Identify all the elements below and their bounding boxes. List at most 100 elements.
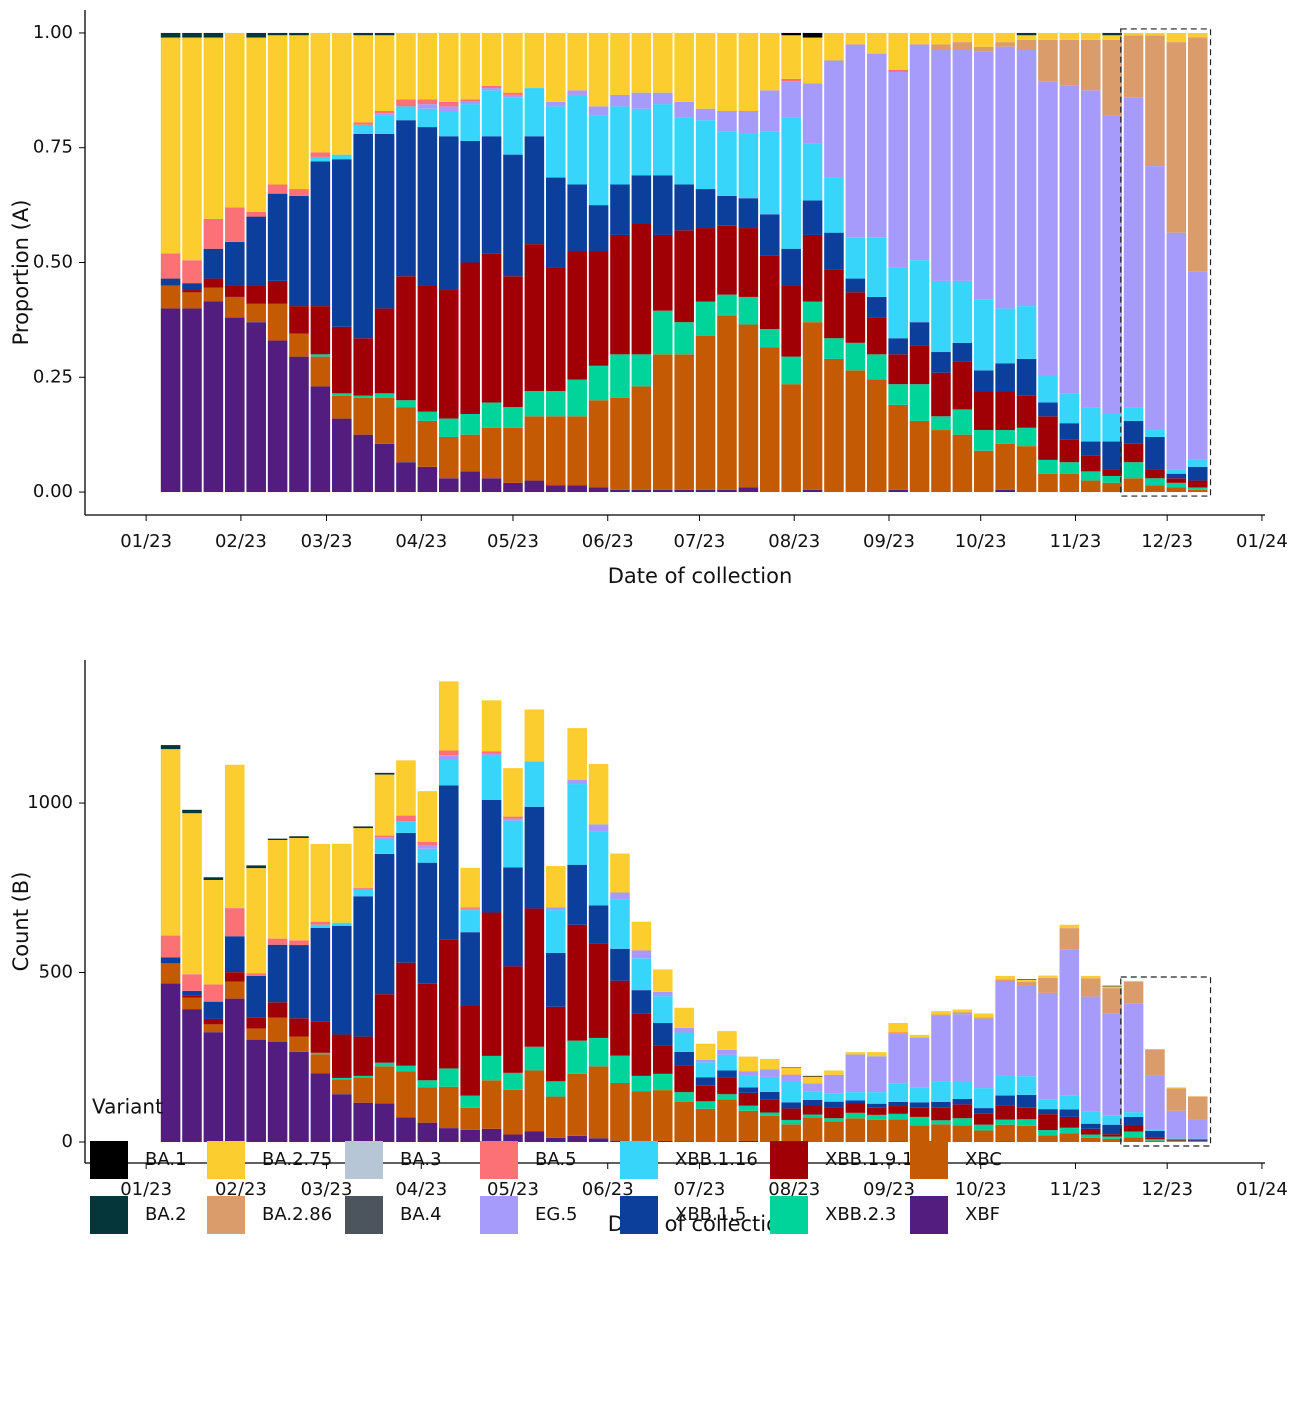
bar-segment	[739, 1057, 759, 1072]
bar-segment	[439, 290, 459, 419]
bar-segment	[546, 1097, 566, 1138]
bar-segment	[589, 205, 609, 251]
bar-segment	[353, 396, 373, 398]
bar-segment	[546, 1007, 566, 1082]
bar-segment	[1167, 33, 1187, 42]
legend-swatch	[345, 1196, 383, 1234]
bar-segment	[953, 361, 973, 409]
bar-segment	[760, 132, 780, 215]
bar-segment	[824, 33, 844, 61]
bar-segment	[1145, 1131, 1165, 1137]
bar-segment	[204, 279, 224, 288]
bar-segment	[289, 1052, 309, 1142]
bar-segment	[482, 1056, 502, 1080]
bar-segment	[375, 113, 395, 115]
bar-segment	[482, 33, 502, 86]
bar-segment	[760, 90, 780, 131]
bar-segment	[482, 751, 502, 753]
bar-segment	[931, 281, 951, 352]
bar-segment	[953, 1125, 973, 1142]
bar-segment	[225, 297, 245, 318]
bar-segment	[1124, 421, 1144, 444]
bar-segment	[396, 407, 416, 462]
bar-segment	[888, 70, 908, 72]
bar-segment	[246, 973, 266, 976]
bar-segment	[182, 991, 202, 996]
bar-segment	[1102, 986, 1122, 988]
bar-segment	[418, 842, 438, 845]
bar-segment	[567, 865, 587, 925]
bar-segment	[439, 106, 459, 111]
bar-segment	[225, 908, 245, 936]
bar-segment	[995, 42, 1015, 47]
bar-segment	[846, 33, 866, 44]
x-tick-label: 01/24	[1236, 531, 1288, 552]
bar-segment	[289, 1018, 309, 1036]
bar-segment	[632, 1091, 652, 1140]
bar-segment	[589, 400, 609, 487]
bar-segment	[246, 322, 266, 492]
bar-segment	[396, 821, 416, 833]
bar-segment	[418, 412, 438, 421]
bar-segment	[268, 35, 288, 184]
bar-segment	[546, 178, 566, 268]
x-tick-label: 12/23	[1141, 1179, 1193, 1200]
bar-segment	[1102, 33, 1122, 35]
bar-segment	[1167, 1088, 1187, 1110]
bar-segment	[311, 1053, 331, 1054]
bar-segment	[931, 1016, 951, 1082]
bar-segment	[418, 109, 438, 127]
bar-segment	[974, 1114, 994, 1125]
bar-segment	[867, 297, 887, 318]
bar-segment	[931, 1124, 951, 1142]
legend-swatch	[770, 1196, 808, 1234]
bar-segment	[888, 338, 908, 354]
bar-segment	[803, 1118, 823, 1142]
bar-segment	[846, 1052, 866, 1054]
bar-segment	[332, 396, 352, 419]
bar-segment	[781, 1067, 801, 1074]
bar-segment	[1188, 460, 1208, 467]
bar-segment	[803, 33, 823, 38]
bar-segment	[1124, 97, 1144, 407]
y-axis-title: Proportion (A)	[9, 200, 33, 346]
bar-segment	[375, 994, 395, 1062]
bar-segment	[396, 276, 416, 400]
bar-segment	[1060, 423, 1080, 439]
bar-segment	[910, 421, 930, 492]
legend-swatch	[480, 1196, 518, 1234]
x-tick-label: 08/23	[768, 531, 820, 552]
bar-segment	[1038, 1114, 1058, 1130]
bar-segment	[182, 283, 202, 290]
bar-segment	[418, 791, 438, 842]
bar-segment	[311, 306, 331, 354]
bar-segment	[974, 1108, 994, 1114]
bar-segment	[1167, 42, 1187, 233]
bar-segment	[1167, 1087, 1187, 1088]
x-tick-label: 01/23	[120, 531, 172, 552]
bar-segment	[332, 419, 352, 492]
legend-label: EG.5	[535, 1204, 578, 1225]
bar-segment	[995, 976, 1015, 979]
bar-segment	[846, 237, 866, 278]
bar-segment	[1017, 396, 1037, 428]
bar-segment	[589, 943, 609, 1038]
bar-segment	[1060, 1133, 1080, 1142]
bar-segment	[311, 33, 331, 152]
bar-segment	[760, 33, 780, 90]
bar-segment	[482, 90, 502, 136]
bar-segment	[503, 407, 523, 428]
bar-segment	[1102, 1014, 1122, 1115]
legend-label: BA.1	[145, 1149, 187, 1170]
bar-segment	[503, 483, 523, 492]
bar-segment	[311, 157, 331, 162]
x-tick-label: 07/23	[674, 1179, 726, 1200]
bar-segment	[268, 945, 288, 1003]
bar-segment	[696, 336, 716, 490]
bar-segment	[953, 1009, 973, 1012]
bar-segment	[525, 807, 545, 909]
bar-segment	[995, 430, 1015, 444]
bar-segment	[375, 839, 395, 854]
bar-segment	[974, 51, 994, 299]
